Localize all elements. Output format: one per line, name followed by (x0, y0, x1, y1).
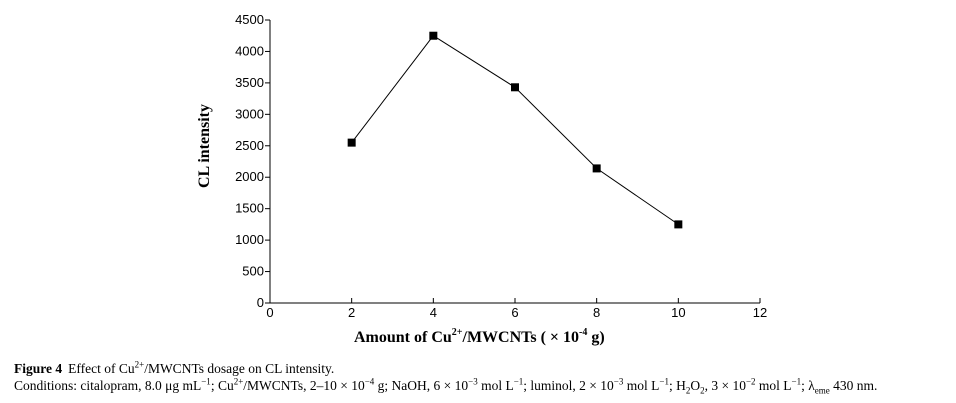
cond-p11: mol L (755, 378, 792, 393)
x-tick-label: 8 (593, 305, 600, 320)
cond-p5: mol L (477, 378, 514, 393)
x-axis-title-prefix: Amount of Cu (354, 329, 452, 346)
y-axis-title: CL intensity (196, 104, 213, 188)
caption-title-sup: 2+ (134, 359, 145, 370)
cond-p6-sup: −3 (613, 376, 624, 387)
data-point-marker (592, 164, 601, 173)
cond-p4-sup: −3 (468, 376, 478, 387)
cond-p8-sub: 2 (685, 385, 691, 396)
y-tick-label: 1000 (235, 232, 264, 247)
x-tick-label: 0 (266, 305, 273, 320)
y-tick-label: 4000 (235, 43, 264, 58)
y-tick-label: 3000 (235, 106, 264, 121)
cond-p6: ; luminol, 2 × 10 (523, 378, 614, 393)
cond-p12-sub: eme (814, 385, 830, 396)
y-tick-label: 2000 (235, 169, 264, 184)
y-tick-label: 4500 (235, 12, 264, 27)
cond-p1-sup: −1 (201, 376, 211, 387)
chart-axes (269, 20, 760, 304)
x-axis-title: Amount of Cu2+/MWCNTs ( × 10-4 g) (354, 327, 605, 346)
y-tick-label: 3500 (235, 75, 264, 90)
y-axis-ticks: 0 500 1000 1500 2000 2500 3000 3500 4000 4500 (235, 12, 270, 310)
cond-p7: mol L (623, 378, 660, 393)
cond-p4: g; NaOH, 6 × 10 (374, 378, 469, 393)
y-tick-label: 1500 (235, 201, 264, 216)
cond-p8: ; H (668, 378, 686, 393)
cond-p10-sup: −2 (745, 376, 756, 387)
data-point-marker (429, 31, 438, 40)
cond-p13: 430 nm. (829, 378, 878, 393)
caption-title-a: Effect of Cu (68, 361, 135, 376)
y-tick-label: 2500 (235, 138, 264, 153)
cond-p3: /MWCNTs, 2–10 × 10 (243, 378, 365, 393)
cond-p1: Conditions: citalopram, 8.0 μg mL (14, 378, 202, 393)
series-line (351, 35, 679, 225)
caption-title-b: /MWCNTs dosage on CL intensity. (144, 361, 335, 376)
x-axis-ticks: 0 2 4 6 8 10 12 (266, 298, 767, 320)
x-tick-label: 4 (430, 305, 437, 320)
cond-p2: ; Cu (210, 378, 234, 393)
cond-p3-sup: −4 (364, 376, 375, 387)
x-axis-title-suffix: g) (587, 329, 604, 346)
cond-p2-sup: 2+ (233, 376, 244, 387)
x-axis-title-exp: -4 (579, 327, 587, 338)
cl-intensity-chart: 0 500 1000 1500 2000 2500 3000 3500 4000 4500 0 2 4… (196, 12, 767, 346)
caption-line-1: Figure 4 Effect of Cu2+/MWCNTs dosage on … (14, 360, 949, 377)
x-tick-label: 2 (348, 305, 355, 320)
x-tick-label: 10 (671, 305, 685, 320)
data-point-marker (347, 138, 356, 147)
figure-label: Figure 4 (14, 361, 63, 376)
x-axis-title-sup: 2+ (452, 327, 463, 338)
cond-p9: O (690, 378, 701, 393)
cond-p9-sub: 2 (700, 385, 705, 396)
x-tick-label: 6 (511, 305, 518, 320)
y-tick-label: 0 (257, 295, 264, 310)
cond-p11-sup: −1 (791, 376, 802, 387)
caption-line-2: Conditions: citalopram, 8.0 μg mL−1; Cu2… (14, 376, 949, 396)
cond-p12: ; λ (801, 378, 815, 393)
figure-caption: Figure 4 Effect of Cu2+/MWCNTs dosage on … (14, 360, 949, 396)
x-axis-title-middle: /MWCNTs ( × 10 (462, 329, 580, 346)
data-point-marker (674, 220, 683, 229)
cond-p10: , 3 × 10 (704, 378, 746, 393)
plot-area (347, 31, 683, 229)
cond-p5-sup: −1 (513, 376, 524, 387)
data-point-marker (511, 83, 519, 92)
cond-p7-sup: −1 (659, 376, 669, 387)
x-tick-label: 12 (753, 305, 767, 320)
y-tick-label: 500 (242, 264, 264, 279)
